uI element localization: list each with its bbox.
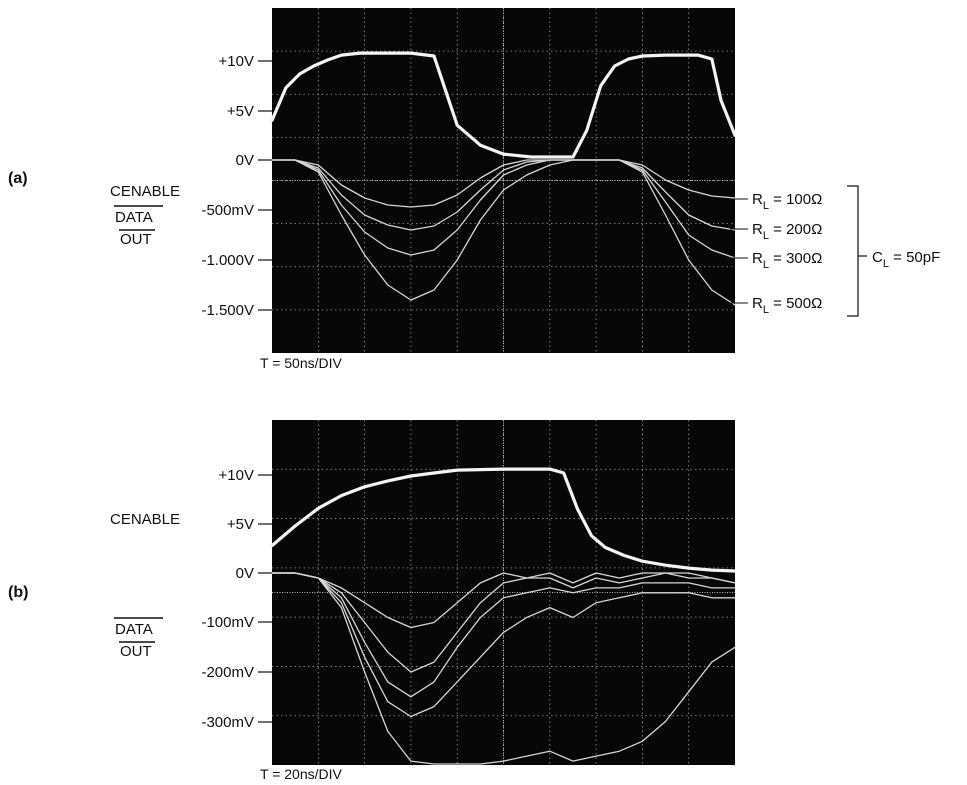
tick-label: +10V [219,467,254,484]
c-symbol: C [872,249,883,266]
load-labels: RL = 100Ω RL = 200Ω RL = 300Ω RL = 500Ω … [730,185,940,317]
rl-500-label: RL = 500Ω [730,295,822,316]
l-subscript: L [763,200,769,212]
rl-300-label: RL = 300Ω [730,250,822,271]
rl-500-text: RL = 500Ω [752,295,822,316]
cl-subscript: L [883,258,889,270]
tick-label: -100mV [201,614,254,631]
data-out-trace [271,159,736,306]
channel-label-cenable-b: CENABLE [110,511,180,528]
cl-value: = 50pF [889,249,940,266]
r-symbol: R [752,191,763,208]
data-out-trace [271,572,736,718]
time-base-a: T = 50ns/DIV [260,355,343,371]
left-tick-labels-a: +10V +5V 0V -500mV -1.000V -1.500V [201,53,272,319]
channel-label-out-b: OUT [120,643,152,660]
r-symbol: R [752,250,763,267]
tick-label: -300mV [201,714,254,731]
cenable-trace [270,51,737,159]
l-subscript: L [763,230,769,242]
l-subscript: L [763,259,769,271]
rl-300-value: = 300Ω [769,250,822,267]
data-out-trace [271,159,736,231]
data-out-trace [271,159,736,208]
channel-label-data-b: DATA [115,621,153,638]
rl-100-label: RL = 100Ω [730,191,822,212]
load-bracket [847,185,859,317]
scope-grid-a [272,8,735,353]
tick-label: +5V [227,516,254,533]
rl-100-text: RL = 100Ω [752,191,822,212]
tick-label: 0V [236,565,254,582]
data-out-trace [271,572,736,698]
data-out-trace [271,572,736,629]
tick-label: -500mV [201,202,254,219]
panel-b-label: (b) [8,584,28,601]
rl-500-value: = 500Ω [769,295,822,312]
r-symbol: R [752,221,763,238]
tick-label: +5V [227,103,254,120]
cl-50pf-text: CL = 50pF [872,249,940,270]
panel-a-label: (a) [8,170,28,187]
data-out-trace [271,159,736,259]
left-tick-labels-b: +10V +5V 0V -100mV -200mV -300mV [201,467,272,731]
tick-label: -1.000V [201,252,254,269]
tick-label: -200mV [201,664,254,681]
panel-a: (a) +10V +5V 0V -500mV -1.000V -1.500V CENABL… [8,8,940,371]
rl-200-value: = 200Ω [769,221,822,238]
tick-label: +10V [219,53,254,70]
data-out-trace [271,572,736,673]
scope-traces-a [270,51,737,306]
rl-100-value: = 100Ω [769,191,822,208]
tick-label: -1.500V [201,302,254,319]
l-subscript: L [763,304,769,316]
scope-traces-b [270,467,737,765]
data-out-trace [271,572,736,765]
time-base-b: T = 20ns/DIV [260,766,343,782]
cenable-trace [270,467,737,573]
channel-label-data-a: DATA [115,209,153,226]
rl-300-text: RL = 300Ω [752,250,822,271]
channel-label-cenable-a: CENABLE [110,183,180,200]
channel-label-out-a: OUT [120,231,152,248]
r-symbol: R [752,295,763,312]
rl-200-label: RL = 200Ω [730,221,822,242]
rl-200-text: RL = 200Ω [752,221,822,242]
tick-label: 0V [236,152,254,169]
